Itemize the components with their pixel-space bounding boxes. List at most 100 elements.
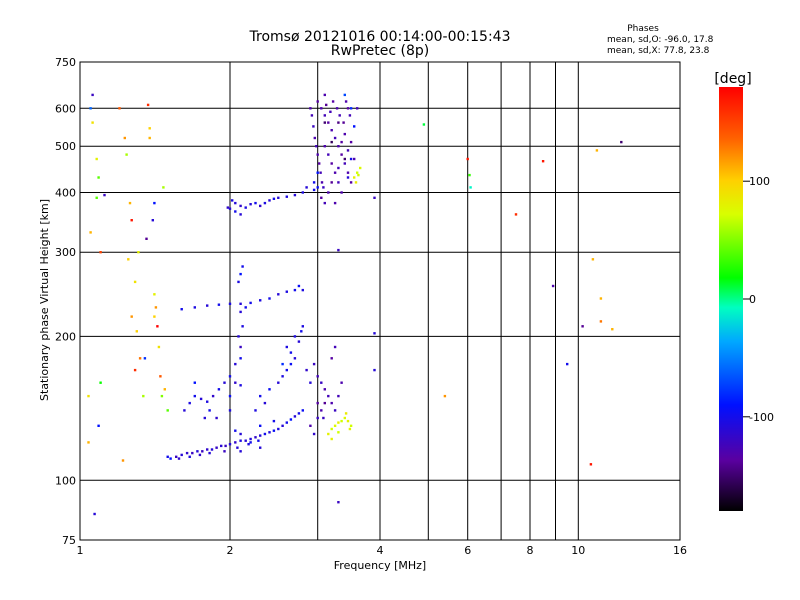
data-point xyxy=(277,381,280,384)
data-point xyxy=(103,193,106,197)
data-point xyxy=(130,219,133,222)
data-point xyxy=(514,213,518,216)
data-point xyxy=(340,381,343,384)
data-point xyxy=(319,171,322,174)
data-point xyxy=(259,446,262,449)
data-point xyxy=(215,416,218,420)
data-point xyxy=(327,153,330,156)
data-point xyxy=(239,432,242,436)
data-point xyxy=(128,201,132,205)
data-point xyxy=(228,375,232,378)
data-point xyxy=(566,362,569,366)
data-point xyxy=(234,210,237,213)
data-point xyxy=(263,432,267,436)
data-point xyxy=(316,186,319,189)
x-axis-ticks: 1 2 4 6 8 10 16 xyxy=(77,544,688,557)
data-point xyxy=(281,375,284,378)
data-point xyxy=(312,188,316,192)
data-point xyxy=(325,103,328,107)
colorbar-tick-label: 100 xyxy=(749,175,770,188)
data-point xyxy=(337,394,340,398)
data-point xyxy=(234,201,237,205)
data-point xyxy=(323,121,326,124)
data-point xyxy=(312,362,316,366)
data-point xyxy=(330,162,333,165)
data-point xyxy=(254,436,257,439)
data-point xyxy=(135,330,138,333)
data-point xyxy=(272,429,276,432)
data-point xyxy=(223,450,226,453)
data-point xyxy=(373,368,376,372)
data-point xyxy=(293,193,297,197)
data-point xyxy=(599,320,603,323)
data-point xyxy=(354,181,358,184)
data-point xyxy=(211,394,215,398)
data-point xyxy=(175,455,178,458)
data-point xyxy=(241,325,244,328)
data-point xyxy=(316,171,319,174)
data-point xyxy=(333,345,337,349)
data-point xyxy=(193,306,196,309)
data-point xyxy=(203,416,206,420)
data-point xyxy=(337,181,340,184)
data-point xyxy=(198,453,202,457)
data-point xyxy=(305,368,308,372)
data-point xyxy=(337,431,340,434)
data-point xyxy=(322,186,325,189)
data-point xyxy=(309,424,312,427)
data-point xyxy=(87,394,90,398)
data-point xyxy=(160,394,164,398)
data-point xyxy=(327,121,330,124)
data-point xyxy=(297,412,301,415)
data-point xyxy=(217,303,221,306)
data-point xyxy=(142,394,145,398)
data-point xyxy=(301,288,304,292)
y-tick-label: 400 xyxy=(55,187,76,200)
data-point xyxy=(237,280,240,284)
data-point xyxy=(281,362,284,366)
data-point xyxy=(320,107,323,110)
x-tick-label: 6 xyxy=(464,544,471,557)
data-point xyxy=(254,409,257,412)
data-point xyxy=(293,415,297,418)
data-point xyxy=(599,297,603,300)
data-point xyxy=(239,450,242,453)
x-tick-label: 2 xyxy=(227,544,234,557)
data-point xyxy=(226,206,229,209)
data-point xyxy=(356,171,359,174)
phase-info-x-mode: mean, sd,X: 77.8, 23.8 xyxy=(607,46,710,56)
data-point xyxy=(323,145,326,148)
data-point xyxy=(166,455,169,458)
data-point xyxy=(469,186,472,189)
data-point xyxy=(289,351,293,354)
data-point xyxy=(340,191,343,194)
data-point xyxy=(228,207,232,210)
data-point xyxy=(259,434,262,437)
data-point xyxy=(356,107,359,110)
data-point xyxy=(157,345,161,349)
data-point xyxy=(318,162,321,165)
data-point xyxy=(330,357,333,360)
y-tick-label: 100 xyxy=(55,474,76,487)
data-point xyxy=(541,160,545,163)
data-point xyxy=(346,176,350,179)
data-point xyxy=(373,196,376,199)
data-point xyxy=(353,125,356,128)
data-point xyxy=(257,439,260,442)
data-point xyxy=(244,206,247,209)
data-point xyxy=(315,145,318,148)
data-point xyxy=(153,293,156,296)
data-point xyxy=(343,157,346,161)
colorbar xyxy=(719,87,743,511)
data-point xyxy=(228,409,232,412)
data-point xyxy=(320,381,323,384)
data-point xyxy=(185,451,189,455)
data-point xyxy=(272,419,276,423)
data-point xyxy=(210,448,214,451)
x-tick-label: 16 xyxy=(673,544,687,557)
data-point xyxy=(249,441,252,444)
phase-info-o-mode: mean, sd,O: -96.0, 17.8 xyxy=(607,35,714,45)
data-point xyxy=(353,157,356,161)
data-point xyxy=(180,453,183,457)
data-point xyxy=(611,328,614,331)
